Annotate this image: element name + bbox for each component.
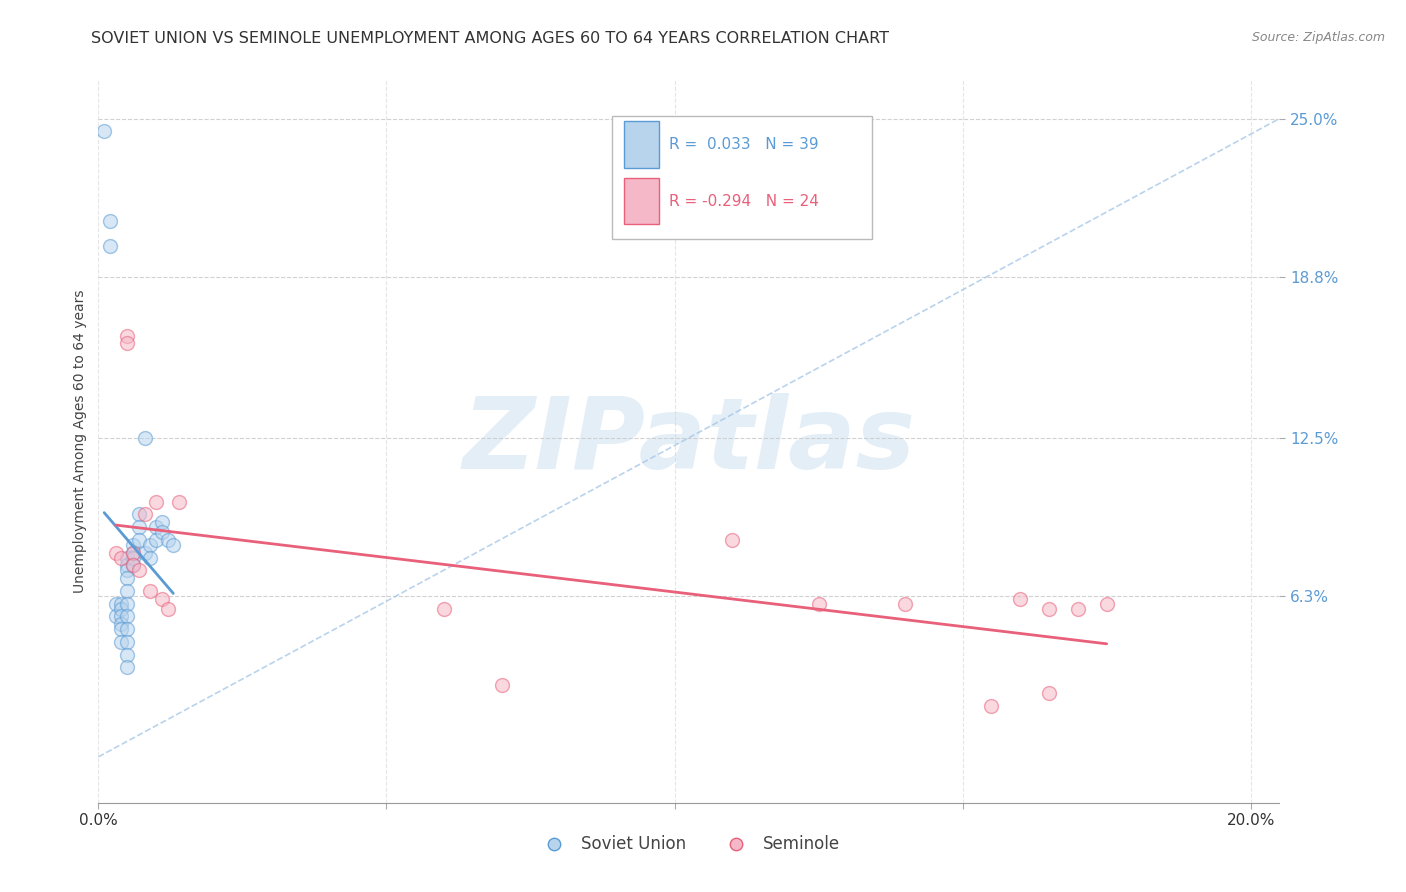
Text: SOVIET UNION VS SEMINOLE UNEMPLOYMENT AMONG AGES 60 TO 64 YEARS CORRELATION CHAR: SOVIET UNION VS SEMINOLE UNEMPLOYMENT AM… [91,31,890,46]
Point [134,546,156,560]
Point [122,546,145,560]
Point [807,597,830,611]
Point [128,520,150,534]
Point [110,550,132,565]
Point [128,533,150,547]
Text: R =  0.033   N = 39: R = 0.033 N = 39 [669,137,818,152]
Point [110,609,132,624]
Point [1038,686,1060,700]
Point [980,698,1002,713]
Point [433,601,456,615]
Point [115,564,138,578]
Text: R = -0.294   N = 24: R = -0.294 N = 24 [669,194,818,209]
Point [721,533,744,547]
Point [115,635,138,649]
Point [1067,601,1090,615]
Point [110,601,132,615]
Point [150,591,173,606]
Point [115,336,138,351]
Point [139,538,162,552]
Point [128,508,150,522]
Point [139,550,162,565]
Point [104,546,127,560]
Point [134,508,156,522]
Point [122,546,145,560]
Point [128,564,150,578]
Point [115,622,138,636]
Point [115,558,138,573]
Point [115,648,138,662]
Point [110,617,132,632]
Point [162,538,184,552]
Point [1010,591,1032,606]
Point [1038,601,1060,615]
Point [98,239,121,253]
Point [115,550,138,565]
FancyBboxPatch shape [612,116,872,239]
Text: ZIPatlas: ZIPatlas [463,393,915,490]
Point [122,558,145,573]
Point [115,571,138,585]
Point [139,583,162,598]
Point [110,622,132,636]
Point [145,533,167,547]
Point [122,538,145,552]
Point [110,635,132,649]
Point [93,124,115,138]
Point [122,558,145,573]
Point [104,597,127,611]
Point [145,494,167,508]
Point [1095,597,1118,611]
Point [145,520,167,534]
Point [894,597,917,611]
Point [110,597,132,611]
Point [134,431,156,445]
Point [156,601,179,615]
Point [98,213,121,227]
Point [115,609,138,624]
Point [167,494,190,508]
Bar [624,178,659,225]
Point [491,678,513,692]
Text: Source: ZipAtlas.com: Source: ZipAtlas.com [1251,31,1385,45]
Legend: Soviet Union, Seminole: Soviet Union, Seminole [531,828,846,860]
Bar [624,121,659,168]
Point [115,328,138,343]
Point [150,515,173,529]
Point [115,583,138,598]
Point [104,609,127,624]
Y-axis label: Unemployment Among Ages 60 to 64 years: Unemployment Among Ages 60 to 64 years [73,290,87,593]
Point [122,550,145,565]
Point [115,660,138,674]
Point [156,533,179,547]
Point [150,525,173,540]
Point [115,597,138,611]
